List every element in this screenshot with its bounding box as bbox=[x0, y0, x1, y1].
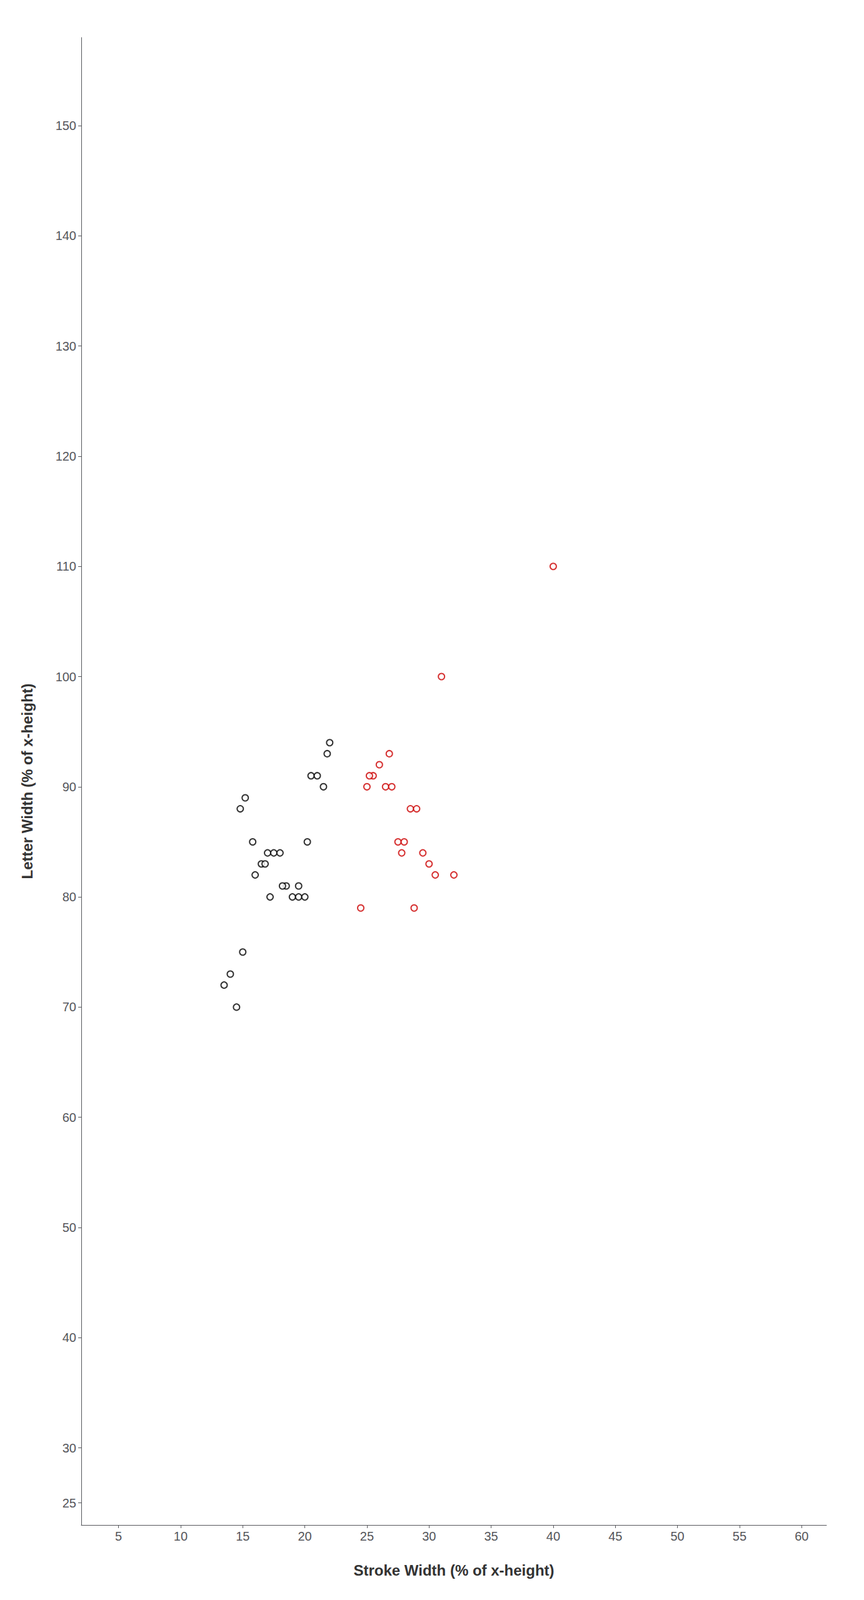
svg-text:Letter Width (% of x-height): Letter Width (% of x-height) bbox=[18, 683, 36, 880]
svg-text:120: 120 bbox=[55, 449, 77, 464]
svg-text:5: 5 bbox=[115, 1529, 122, 1544]
svg-text:140: 140 bbox=[55, 228, 77, 243]
svg-text:30: 30 bbox=[421, 1529, 436, 1544]
svg-text:40: 40 bbox=[546, 1529, 561, 1544]
svg-text:50: 50 bbox=[670, 1529, 684, 1544]
svg-text:50: 50 bbox=[62, 1220, 77, 1235]
svg-text:150: 150 bbox=[55, 118, 77, 133]
svg-text:20: 20 bbox=[297, 1529, 312, 1544]
svg-text:45: 45 bbox=[608, 1529, 623, 1544]
svg-text:80: 80 bbox=[62, 890, 77, 905]
svg-text:110: 110 bbox=[56, 559, 77, 574]
svg-text:10: 10 bbox=[173, 1529, 188, 1544]
svg-text:25: 25 bbox=[360, 1529, 374, 1544]
svg-text:40: 40 bbox=[62, 1331, 77, 1345]
svg-text:Stroke Width (% of x-height): Stroke Width (% of x-height) bbox=[353, 1562, 554, 1580]
svg-text:70: 70 bbox=[62, 1000, 77, 1015]
svg-text:25: 25 bbox=[62, 1496, 77, 1511]
svg-text:60: 60 bbox=[794, 1529, 809, 1544]
svg-text:55: 55 bbox=[732, 1529, 747, 1544]
svg-text:90: 90 bbox=[62, 780, 77, 794]
svg-text:30: 30 bbox=[62, 1441, 77, 1456]
svg-text:15: 15 bbox=[235, 1529, 250, 1544]
svg-text:35: 35 bbox=[483, 1529, 498, 1544]
svg-text:60: 60 bbox=[62, 1110, 77, 1125]
svg-text:100: 100 bbox=[55, 670, 77, 684]
svg-text:130: 130 bbox=[55, 339, 77, 354]
